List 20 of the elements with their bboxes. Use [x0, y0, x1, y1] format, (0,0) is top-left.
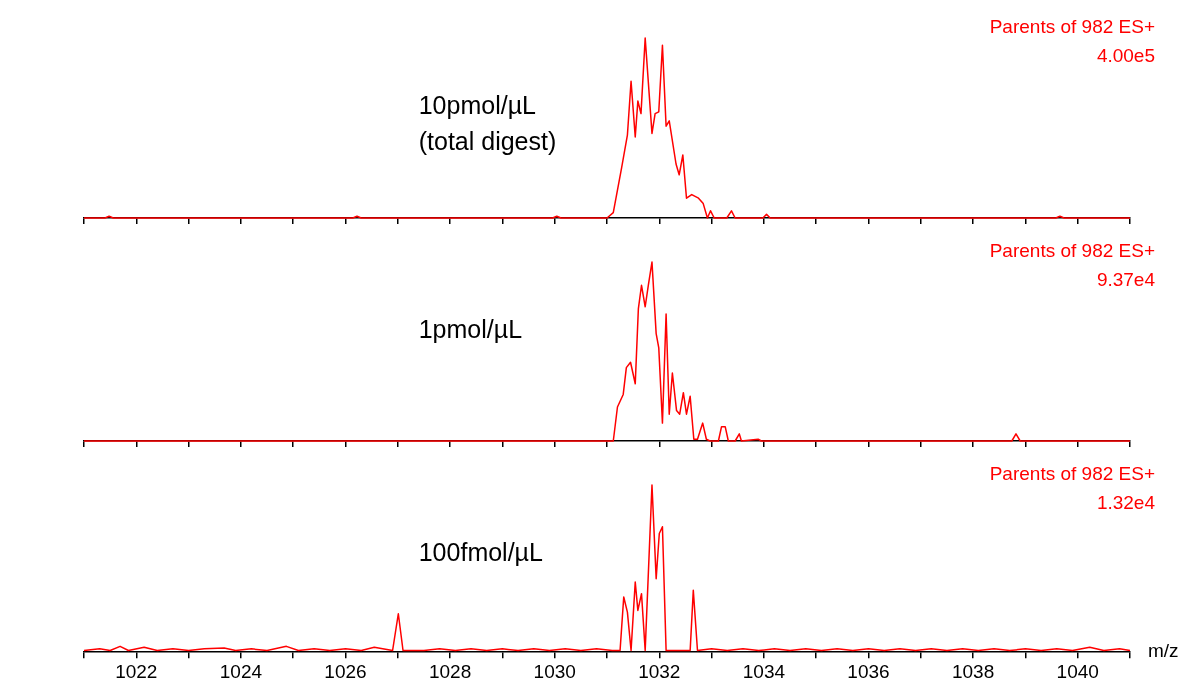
- text: Parents of 982 ES+: [989, 463, 1155, 484]
- x-tick-label: 1028: [428, 660, 472, 682]
- x-tick-label: 1038: [951, 660, 995, 682]
- annotation: 1.32e4: [1096, 492, 1156, 513]
- text: Parents of 982 ES+: [989, 16, 1155, 37]
- x-tick-label: 1036: [847, 660, 890, 682]
- x-tick-label: 1030: [533, 660, 576, 682]
- x-tick-label: 1034: [742, 660, 786, 682]
- text: 10pmol/µL (total digest): [418, 91, 557, 155]
- x-axis-title: m/z: [1148, 640, 1179, 662]
- x-tick-label: 1022: [115, 660, 158, 682]
- x-tick-label: 1024: [219, 660, 263, 682]
- text: Parents of 982 ES+: [989, 240, 1155, 261]
- text: 100fmol/µL: [418, 538, 544, 566]
- x-tick-label: 1032: [638, 660, 681, 682]
- text: 1pmol/µL: [418, 315, 523, 343]
- annotation: 4.00e5: [1096, 45, 1155, 66]
- x-tick-label: 1040: [1056, 660, 1099, 682]
- x-tick-label: 1026: [324, 660, 367, 682]
- annotation: 9.37e4: [1096, 269, 1156, 290]
